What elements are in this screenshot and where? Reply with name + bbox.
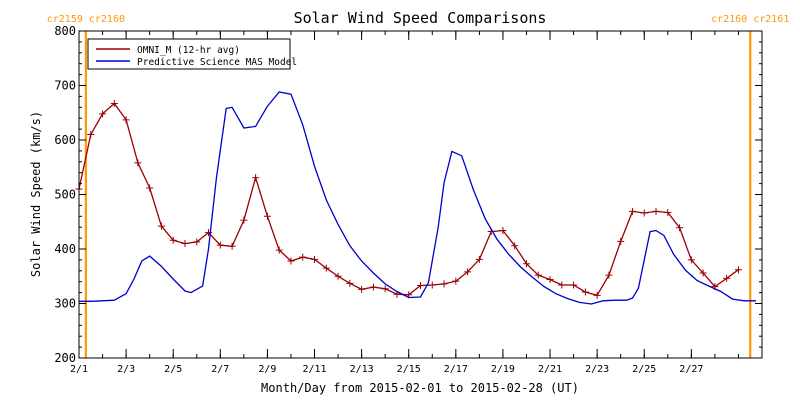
data-point — [558, 281, 566, 289]
x-tick-label: 2/1 — [70, 364, 88, 375]
y-tick-label: 600 — [54, 133, 76, 147]
data-point — [263, 212, 271, 220]
x-tick-label: 2/5 — [164, 364, 182, 375]
data-point — [287, 257, 295, 265]
data-point — [628, 207, 636, 215]
legend-label-mas: Predictive Science MAS Model — [137, 57, 297, 68]
data-point — [417, 282, 424, 290]
x-axis-label: Month/Day from 2015-02-01 to 2015-02-28 … — [261, 381, 579, 395]
data-point — [511, 242, 519, 250]
data-point — [358, 285, 366, 293]
data-point — [216, 241, 224, 249]
data-point — [122, 116, 130, 124]
rotation-marker-label: cr2161 — [753, 14, 789, 25]
data-point — [228, 242, 236, 250]
series-line-0 — [78, 102, 739, 297]
x-tick-label: 2/13 — [350, 364, 374, 375]
y-tick-label: 700 — [54, 79, 76, 93]
data-point — [593, 291, 601, 299]
data-point — [240, 216, 248, 224]
legend-box — [87, 38, 291, 70]
x-axis: 2/1 2/3 2/5 2/7 2/9 2/11 2/13 2/15 2/17 2/19 2/21 2… — [70, 31, 763, 375]
data-point — [193, 238, 201, 246]
rotation-marker-label: cr2160 — [89, 14, 125, 25]
data-point — [110, 99, 118, 107]
data-point — [640, 209, 648, 217]
x-tick-label: 2/25 — [632, 364, 656, 375]
data-point — [522, 260, 530, 268]
data-point — [146, 184, 154, 192]
y-tick-label: 200 — [54, 351, 76, 365]
legend: OMNI_M (12-hr avg) Predictive Science MA… — [87, 38, 297, 70]
data-point — [334, 272, 342, 280]
data-point — [275, 246, 283, 254]
data-point — [581, 288, 589, 296]
data-point — [687, 256, 695, 264]
data-point — [311, 255, 319, 263]
data-point — [181, 240, 189, 248]
plot-frame — [78, 30, 763, 359]
x-tick-label: 2/23 — [585, 364, 609, 375]
data-point — [299, 253, 307, 261]
x-tick-label: 2/11 — [302, 364, 326, 375]
data-point — [676, 224, 684, 232]
series-line-1 — [79, 91, 757, 305]
chart-title: Solar Wind Speed Comparisons — [294, 9, 547, 27]
data-point — [723, 274, 731, 282]
data-point — [699, 269, 707, 277]
data-point — [617, 237, 625, 245]
x-tick-label: 2/19 — [491, 364, 515, 375]
data-point — [546, 276, 554, 284]
data-point — [440, 280, 448, 288]
data-point — [664, 208, 672, 216]
x-tick-label: 2/7 — [211, 364, 229, 375]
data-point — [134, 159, 142, 167]
data-point — [452, 277, 460, 285]
x-tick-label: 2/15 — [397, 364, 421, 375]
data-point — [534, 271, 542, 279]
y-tick-label: 300 — [54, 297, 76, 311]
x-tick-label: 2/27 — [679, 364, 703, 375]
data-point — [157, 222, 165, 230]
series-layer — [75, 91, 757, 305]
legend-label-omni: OMNI_M (12-hr avg) — [137, 45, 240, 56]
data-point — [499, 226, 507, 234]
rotation-marker-label: cr2160 — [711, 14, 747, 25]
y-tick-label: 500 — [54, 188, 76, 202]
data-point — [99, 110, 107, 118]
data-point — [252, 174, 260, 182]
data-point — [570, 281, 578, 289]
data-point — [381, 285, 389, 293]
x-tick-label: 2/9 — [258, 364, 276, 375]
y-tick-label: 400 — [54, 242, 76, 256]
data-point — [369, 283, 377, 291]
rotation-marker-label: cr2159 — [47, 14, 83, 25]
y-axis: 200 300 400 500 600 700 800 — [54, 24, 762, 365]
data-point — [652, 207, 660, 215]
x-tick-label: 2/3 — [117, 364, 135, 375]
x-tick-label: 2/17 — [444, 364, 468, 375]
data-point — [322, 264, 330, 272]
data-point — [428, 281, 436, 289]
data-point — [734, 266, 742, 274]
x-tick-label: 2/21 — [538, 364, 562, 375]
data-point — [346, 279, 354, 287]
data-point — [87, 131, 95, 139]
data-point — [475, 255, 483, 263]
data-point — [169, 236, 177, 244]
y-axis-label: Solar Wind Speed (km/s) — [29, 111, 43, 277]
data-point — [464, 268, 472, 276]
y-tick-label: 800 — [54, 24, 76, 38]
data-point — [605, 271, 613, 279]
